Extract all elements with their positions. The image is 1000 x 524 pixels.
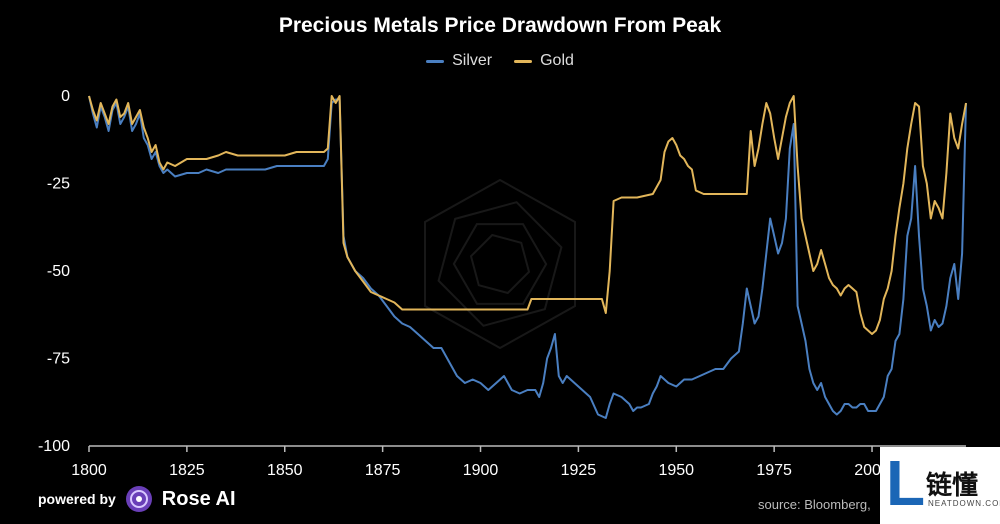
x-tick-label: 1825 xyxy=(169,462,205,479)
series-lines xyxy=(88,95,967,419)
footer-branding: powered by Rose AI xyxy=(38,484,236,514)
x-tick-label: 1875 xyxy=(365,462,401,479)
x-tick-label: 1925 xyxy=(561,462,597,479)
legend: Silver Gold xyxy=(0,52,1000,70)
y-tick-label: -25 xyxy=(47,176,70,193)
chart-title: Precious Metals Price Drawdown From Peak xyxy=(278,14,722,37)
watermark-text: 链懂 xyxy=(926,470,979,500)
y-tick-label: 0 xyxy=(61,88,70,105)
watermark-subtext: NEATDOWN.COM xyxy=(928,499,1000,508)
y-tick-label: -75 xyxy=(47,351,70,368)
x-tick-label: 1950 xyxy=(658,462,694,479)
y-tick-label: -50 xyxy=(47,263,70,280)
rose-ai-logo-icon xyxy=(125,486,152,512)
legend-swatch-gold xyxy=(514,59,533,63)
brand-name: Rose AI xyxy=(161,487,236,510)
legend-label-gold: Gold xyxy=(540,52,574,69)
axes: 1800 1825 1850 1875 1900 1925 1950 1975 20000-25… xyxy=(38,88,966,479)
source-note: source: Bloomberg, xyxy=(758,497,871,512)
x-tick-label: 1975 xyxy=(756,462,792,479)
background-logo-icon xyxy=(424,178,576,350)
y-tick-label: -100 xyxy=(38,438,70,455)
watermark-logo-icon: L xyxy=(886,447,926,519)
x-tick-label: 1900 xyxy=(463,462,499,479)
series-line-gold xyxy=(88,95,967,335)
legend-item-silver: Silver xyxy=(426,52,492,70)
powered-by-label: powered by xyxy=(38,491,116,507)
legend-item-gold: Gold xyxy=(514,52,574,70)
legend-swatch-silver xyxy=(426,59,445,63)
x-tick-label: 1800 xyxy=(71,462,107,479)
x-tick-label: 1850 xyxy=(267,462,303,479)
watermark: L 链懂 NEATDOWN.COM xyxy=(880,447,1000,524)
series-line-silver xyxy=(88,95,967,419)
legend-label-silver: Silver xyxy=(452,52,493,69)
